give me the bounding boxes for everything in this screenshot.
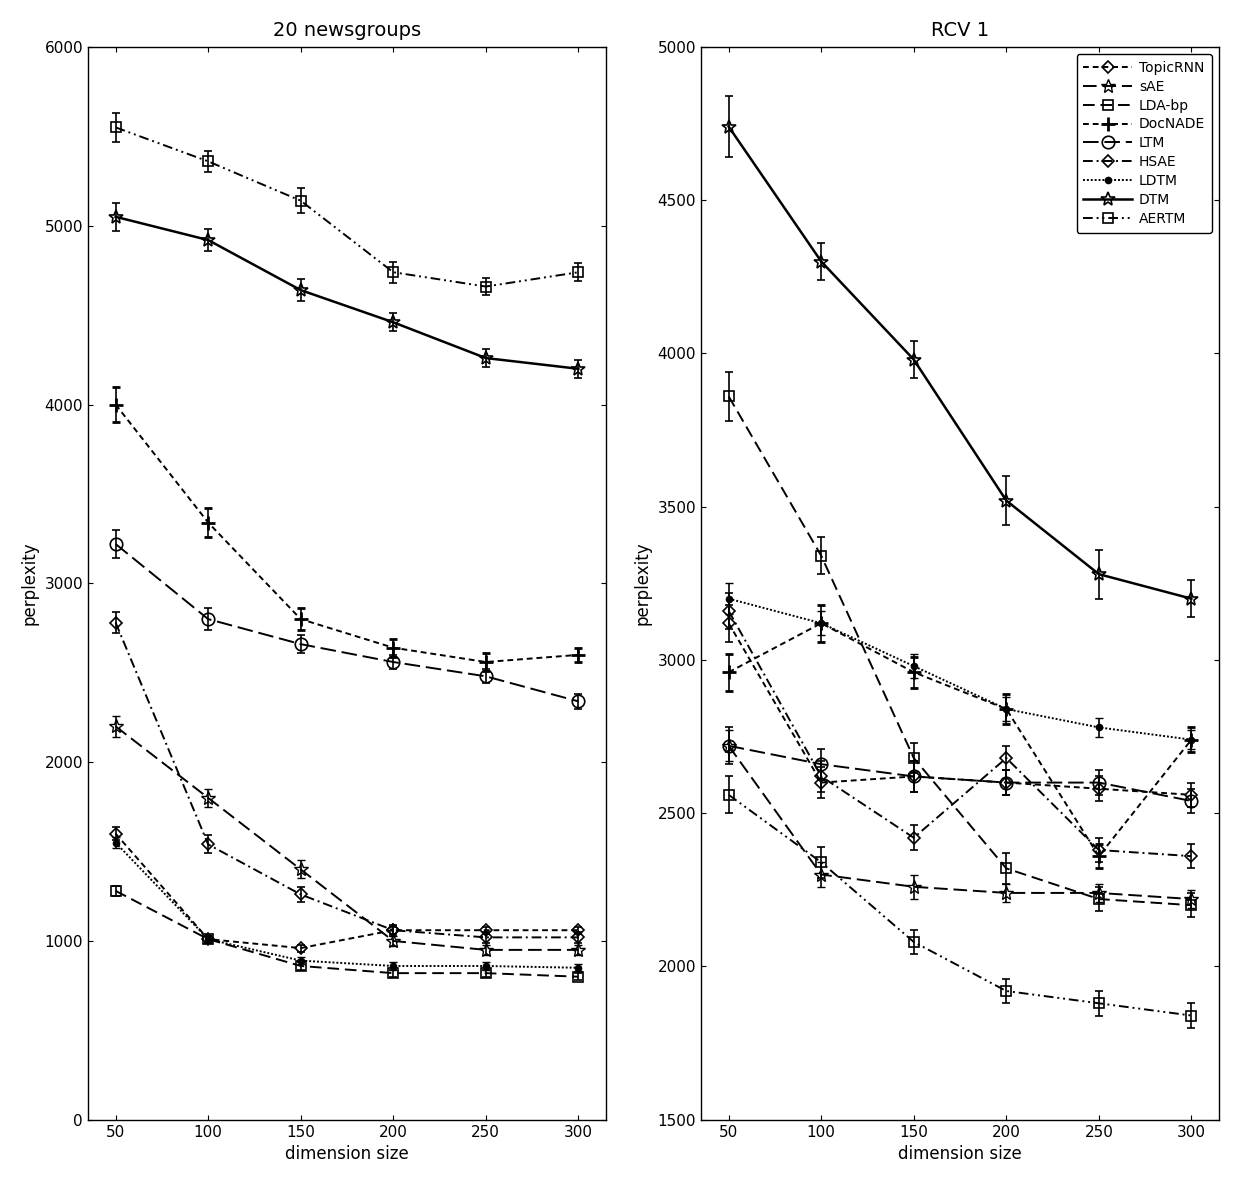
X-axis label: dimension size: dimension size — [898, 1145, 1022, 1163]
Legend: TopicRNN, sAE, LDA-bp, DocNADE, LTM, HSAE, LDTM, DTM, AERTM: TopicRNN, sAE, LDA-bp, DocNADE, LTM, HSA… — [1076, 54, 1213, 233]
X-axis label: dimension size: dimension size — [285, 1145, 409, 1163]
Y-axis label: perplexity: perplexity — [21, 541, 38, 625]
Y-axis label: perplexity: perplexity — [634, 541, 652, 625]
Title: 20 newsgroups: 20 newsgroups — [273, 21, 422, 40]
Title: RCV 1: RCV 1 — [931, 21, 990, 40]
